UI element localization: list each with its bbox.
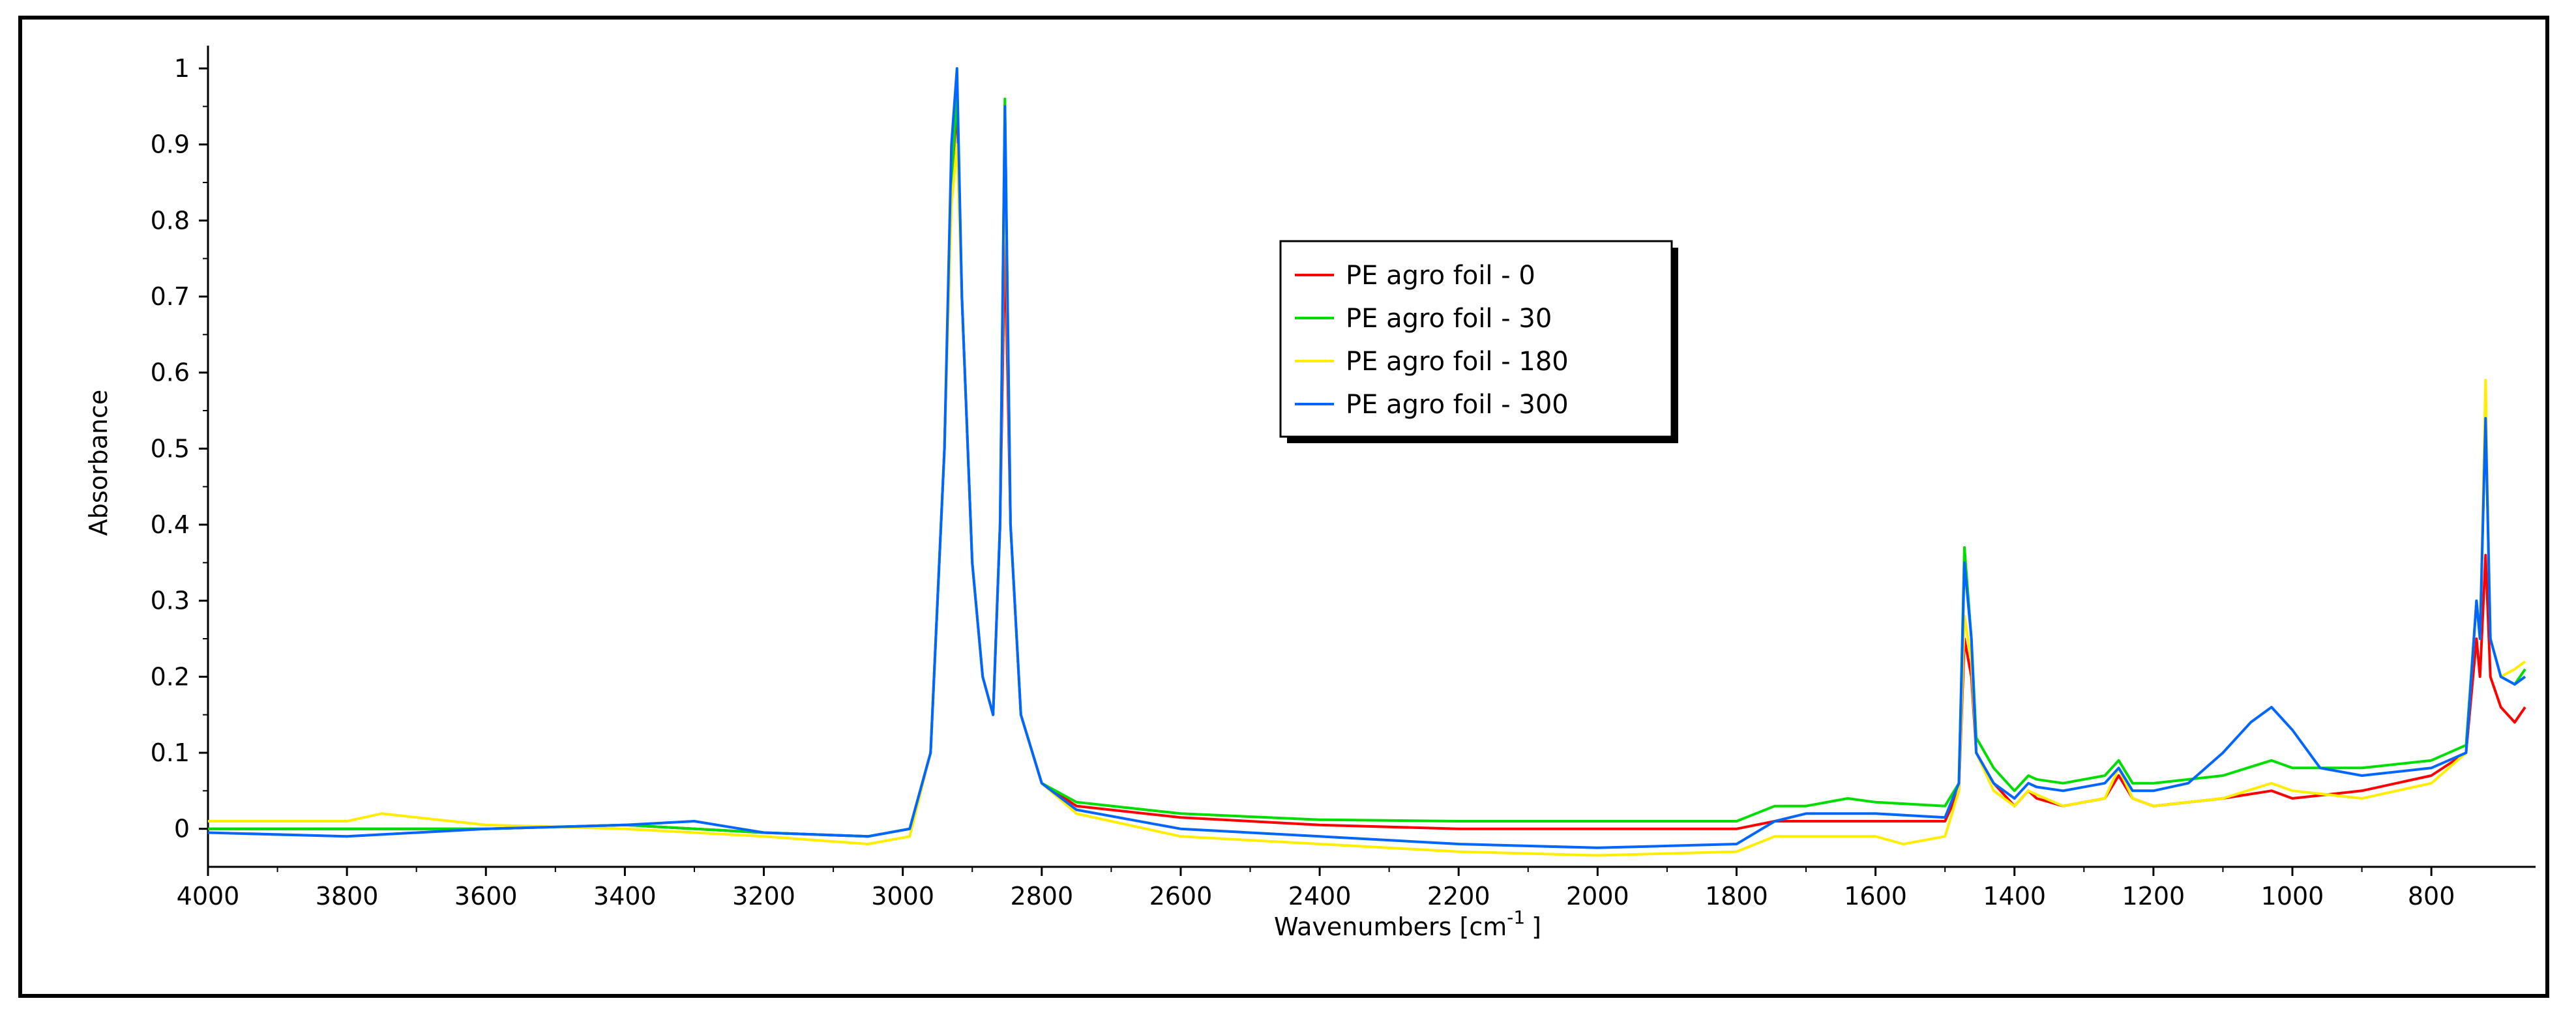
y-tick-label: 0.5 xyxy=(151,434,190,463)
x-tick-label: 3000 xyxy=(871,882,934,911)
x-axis-title-superscript: -1 xyxy=(1507,907,1525,928)
y-tick-label: 0.7 xyxy=(151,282,190,311)
x-axis-title-main: Wavenumbers [cm xyxy=(1274,912,1507,941)
spectrum-chart: 4000 3800 3600 3400 3200 3000 2800 2600 2400 2200… xyxy=(84,46,2536,941)
x-tick-label: 2000 xyxy=(1566,882,1629,911)
chart-frame: 4000 3800 3600 3400 3200 3000 2800 2600 2400 2200… xyxy=(18,16,2549,998)
x-tick-label: 1600 xyxy=(1844,882,1907,911)
legend-box xyxy=(1279,240,1673,438)
x-tick-label: 1800 xyxy=(1705,882,1768,911)
x-tick-label: 3200 xyxy=(732,882,795,911)
legend-label: PE agro foil - 0 xyxy=(1346,261,1535,291)
y-tick-label: 0 xyxy=(174,815,190,843)
y-tick-label: 0.9 xyxy=(151,130,190,159)
legend-label: PE agro foil - 30 xyxy=(1346,304,1552,334)
x-tick-label: 800 xyxy=(2408,882,2455,911)
y-tick-label: 1 xyxy=(174,54,190,83)
y-tick-label: 0.1 xyxy=(151,738,190,767)
x-axis-title-suffix: ] xyxy=(1532,912,1541,941)
series-line-3 xyxy=(207,67,2526,849)
y-tick-label: 0.8 xyxy=(151,206,190,235)
x-tick-label: 2600 xyxy=(1149,882,1213,911)
x-tick-label: 2200 xyxy=(1427,882,1490,911)
axes: 4000 3800 3600 3400 3200 3000 2800 2600 2400 2200… xyxy=(151,46,2536,911)
x-tick-label: 1400 xyxy=(1983,882,2046,911)
y-tick-label: 0.6 xyxy=(151,358,190,387)
x-tick-label: 2800 xyxy=(1010,882,1073,911)
y-tick-label: 0.3 xyxy=(151,587,190,615)
x-tick-label: 1000 xyxy=(2261,882,2324,911)
x-tick-label: 1200 xyxy=(2122,882,2185,911)
x-tick-label: 4000 xyxy=(177,882,240,911)
x-axis-title: Wavenumbers [cm-1] xyxy=(1274,907,1541,941)
y-tick-label: 0.4 xyxy=(151,510,190,539)
x-tick-label: 3600 xyxy=(454,882,518,911)
series-line-1 xyxy=(208,90,2526,838)
y-axis-title: Absorbance xyxy=(84,390,113,536)
x-tick-label: 3800 xyxy=(316,882,379,911)
legend-label: PE agro foil - 180 xyxy=(1346,347,1569,377)
series-line-0 xyxy=(208,105,2526,838)
y-tick-label: 0.2 xyxy=(151,662,190,691)
x-tick-label: 3400 xyxy=(593,882,657,911)
series-layer xyxy=(207,67,2526,857)
x-tick-label: 2400 xyxy=(1288,882,1352,911)
legend-label: PE agro foil - 300 xyxy=(1346,390,1569,420)
legend: PE agro foil - 0 PE agro foil - 30 PE agro… xyxy=(1279,240,1678,443)
